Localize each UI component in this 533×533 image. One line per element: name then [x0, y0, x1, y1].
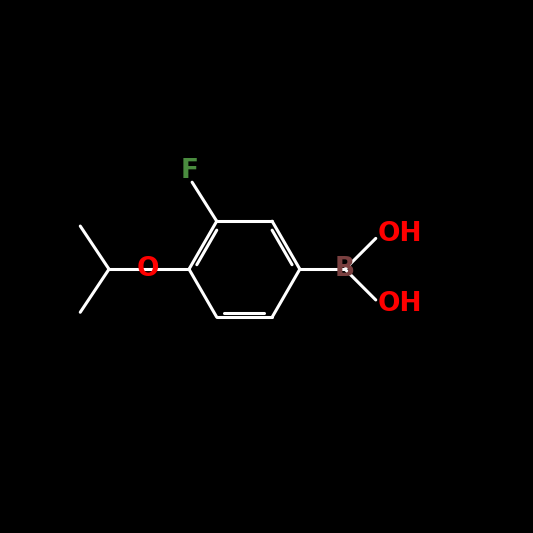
Text: OH: OH [378, 221, 422, 247]
Text: B: B [335, 256, 355, 282]
Text: F: F [181, 158, 199, 184]
Text: OH: OH [378, 291, 422, 317]
Text: O: O [137, 256, 159, 282]
